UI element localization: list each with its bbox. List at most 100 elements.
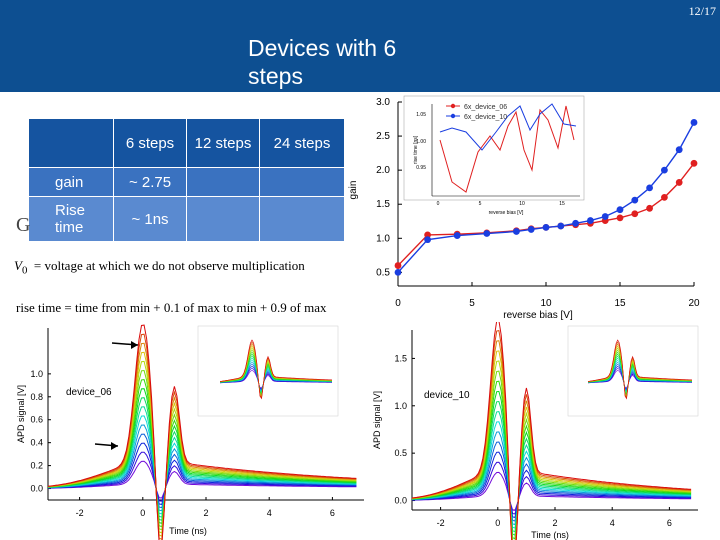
gain-series-point-1 (646, 184, 653, 192)
table-row-label-rise-time: Rise time (28, 196, 114, 242)
table-cell-rise-12 (186, 196, 260, 242)
w10-ytick-label: 0.0 (394, 496, 407, 506)
legend-label-device-10: 6x_device_10 (464, 114, 507, 121)
inset-y-label: rise time [ns] (413, 135, 419, 164)
risetime-definition: rise time = time from min + 0.1 of max t… (16, 300, 327, 315)
gain-series-point-1 (616, 206, 624, 214)
w06-curve (47, 397, 357, 521)
w10-curve (411, 461, 692, 515)
table-header-12-steps: 12 steps (186, 118, 260, 168)
wave10-y-label: APD signal [V] (372, 391, 382, 449)
gain-xtick-label: 0 (395, 298, 401, 309)
legend-marker-device-10 (450, 113, 456, 119)
inset-series-device-06 (439, 105, 575, 193)
table-header-empty (28, 118, 114, 168)
w10-curve (411, 340, 692, 540)
wave06-x-label: Time (ns) (169, 526, 207, 536)
slide-title: Devices with 6 steps (248, 35, 397, 89)
inset-ytick-0.95: 0.95 (416, 165, 426, 171)
w06-xtick-label: 4 (267, 508, 272, 518)
title-banner: 12/17 Devices with 6 steps (0, 0, 720, 92)
gain-series-point-1 (661, 166, 668, 174)
wave06-device-label: device_06 (66, 387, 112, 398)
w10-inset-curve (587, 339, 693, 400)
w06-curve (47, 351, 357, 537)
page-number: 12/17 (688, 4, 716, 18)
gain-series-point-0 (394, 262, 402, 269)
gain-y-label: gain (348, 181, 359, 200)
w06-curve (47, 406, 357, 518)
gain-series-point-0 (690, 159, 698, 167)
w06-curve (47, 379, 357, 528)
v0-symbol: V (14, 258, 22, 273)
gain-series-point-1 (572, 219, 579, 227)
gain-series-point-0 (646, 204, 653, 212)
gain-series-point-0 (631, 210, 639, 218)
gain-series-point-0 (661, 194, 668, 201)
table-cell-rise-24 (259, 196, 345, 242)
gain-series-point-1 (527, 226, 535, 233)
w10-curve (411, 330, 692, 540)
waveform-chart-device-06: 0.00.20.40.60.81.0-2 0 2 4 6 APD signal [V] … (16, 324, 364, 540)
w06-curve (47, 415, 357, 515)
table-row-label-gain: gain (28, 167, 114, 197)
w10-xtick-label: 4 (610, 518, 615, 528)
gain-series-point-1 (690, 119, 698, 126)
v0-subscript: 0 (21, 264, 28, 277)
gain-series-point-1 (675, 146, 683, 154)
gain-xtick-label: 20 (688, 298, 700, 309)
w06-curve (47, 360, 357, 534)
table-cell-gain-24 (259, 167, 345, 197)
gain-series-point-0 (675, 179, 683, 186)
gain-chart: 0.5 1.0 1.5 2.0 2.5 3.0 0 5 10 15 20 gain reverse… (348, 95, 700, 321)
w06-inset-curve (219, 339, 333, 400)
w06-xtick-label: 2 (203, 508, 208, 518)
inset-legend: 6x_device_06 6x_device_10 (446, 103, 507, 121)
gain-ytick-label: 0.5 (376, 267, 390, 278)
table-header-24-steps: 24 steps (259, 118, 345, 168)
v0-text: = voltage at which we do not observe mul… (33, 258, 305, 273)
w10-ytick-label: 1.5 (394, 353, 407, 363)
w06-curve (47, 442, 357, 505)
gain-series-point-1 (424, 236, 431, 244)
inset-xtick-10: 10 (519, 201, 525, 207)
gain-series-point-0 (424, 231, 431, 239)
inset-ytick-1.05: 1.05 (416, 112, 426, 118)
w06-ytick-label: 0.0 (30, 484, 43, 494)
gain-ytick-label: 2.5 (376, 131, 390, 142)
gain-xtick-label: 10 (540, 298, 552, 309)
w06-xtick-label: -2 (76, 508, 84, 518)
comparison-table: 6 steps 12 steps 24 steps gain ~ 2.75 Ri… (28, 118, 345, 242)
w10-curve (411, 360, 692, 540)
gain-series-point-1 (513, 228, 520, 235)
wave06-inset (197, 325, 339, 417)
table-cell-rise-6: ~ 1ns (113, 196, 187, 242)
w10-curve (411, 421, 692, 529)
w10-curve (411, 380, 692, 540)
v0-definition: V0 = voltage at which we do not observe … (14, 258, 305, 277)
gain-series-point-1 (453, 232, 461, 239)
table-header-6-steps: 6 steps (113, 118, 187, 168)
gain-series-point-1 (601, 213, 609, 220)
gain-series-point-1 (483, 230, 491, 237)
w06-curve (47, 324, 357, 540)
w10-curve (411, 322, 692, 540)
gain-ytick-label: 3.0 (376, 97, 390, 108)
w10-xtick-label: -2 (437, 518, 445, 528)
w06-curve (47, 460, 357, 499)
w10-curve (412, 451, 692, 518)
w10-curve (411, 350, 692, 540)
gain-series-point-1 (394, 268, 402, 276)
w06-curve (47, 333, 357, 540)
w06-curve (47, 388, 357, 525)
gain-series-point-1 (542, 223, 550, 231)
w06-curve (48, 451, 357, 502)
w10-curve (411, 390, 692, 540)
wave06-y-label: APD signal [V] (16, 385, 26, 443)
w06-curve (47, 424, 357, 512)
table-cell-gain-12 (186, 167, 260, 197)
w06-ytick-label: 0.2 (30, 461, 43, 471)
arrow-upper-icon (131, 341, 138, 349)
w06-ytick-label: 1.0 (30, 369, 43, 379)
wave10-x-label: Time (ns) (531, 530, 569, 540)
